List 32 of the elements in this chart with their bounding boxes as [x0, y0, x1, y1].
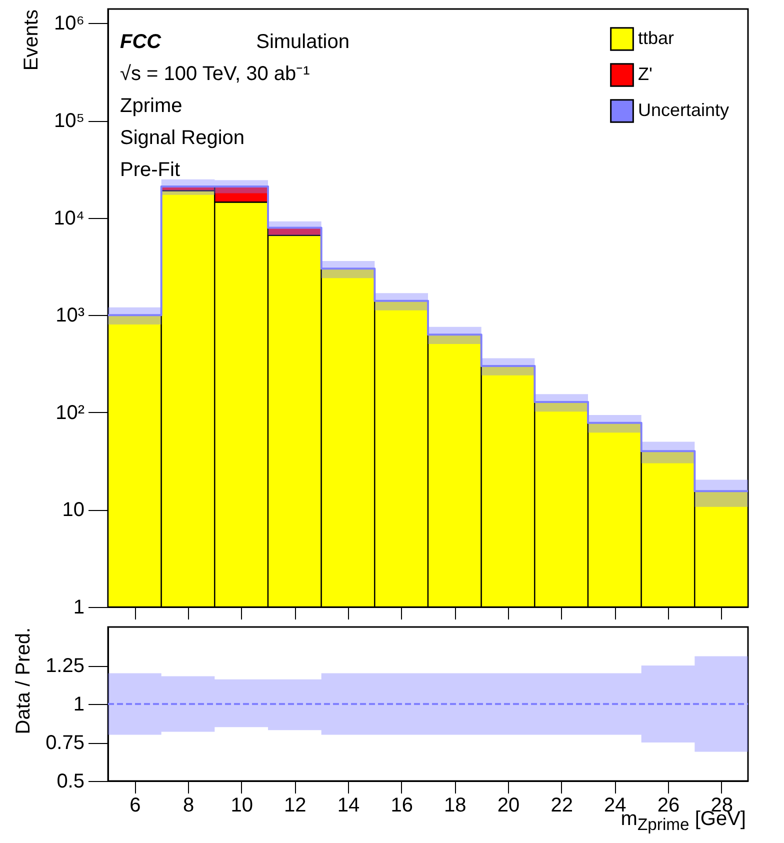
legend-label: ttbar — [638, 28, 674, 48]
x-tick-label: 12 — [284, 794, 306, 816]
annotation: Simulation — [256, 31, 350, 53]
legend-label: Uncertainty — [638, 100, 730, 120]
annotation: Pre-Fit — [120, 158, 181, 183]
y-tick-label: 1.25 — [46, 655, 84, 677]
x-tick-label: 6 — [130, 794, 141, 816]
x-tick-label: 20 — [497, 794, 520, 816]
y-tick-label: 10⁴ — [54, 207, 84, 230]
y-axis-title: Events — [20, 10, 43, 71]
y-tick-label: 1 — [73, 596, 84, 618]
x-tick-label: 26 — [657, 794, 680, 816]
legend-label: Z' — [638, 64, 652, 84]
x-tick-label: 16 — [390, 794, 413, 816]
x-tick-label: 18 — [444, 794, 466, 816]
y-tick-label: 1 — [73, 694, 84, 716]
x-tick-label: 10 — [230, 794, 253, 816]
y-tick-label: 0.5 — [56, 770, 84, 792]
y-tick-label: 10 — [62, 499, 84, 522]
x-tick-label: 14 — [337, 794, 360, 816]
y-tick-label: 10³ — [56, 304, 85, 327]
annotation: Signal Region — [120, 126, 246, 151]
x-tick-label: 8 — [182, 794, 194, 816]
annotation: FCC — [120, 31, 162, 53]
annotation: Zprime — [120, 94, 184, 119]
y-axis-title: Data / Pred. — [12, 628, 35, 734]
y-tick-label: 10⁶ — [54, 12, 84, 35]
x-tick-label: 22 — [550, 794, 573, 816]
y-tick-label: 10⁵ — [54, 110, 84, 132]
y-tick-label: 10² — [56, 402, 85, 424]
annotation: √s = 100 TeV, 30 ab⁻¹ — [120, 62, 311, 87]
y-tick-label: 0.75 — [46, 732, 84, 754]
